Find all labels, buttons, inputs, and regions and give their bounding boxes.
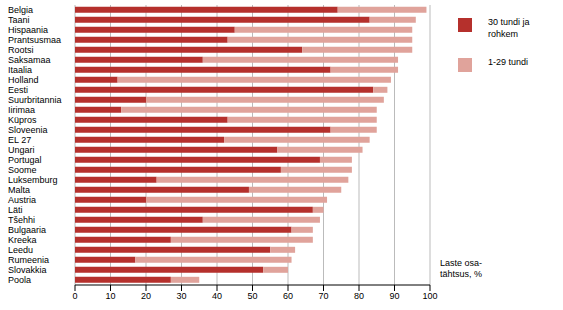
- svg-text:Iirimaa: Iirimaa: [8, 105, 35, 115]
- svg-text:Rumeenia: Rumeenia: [8, 255, 49, 265]
- svg-text:Läti: Läti: [8, 205, 23, 215]
- svg-text:Suurbritannia: Suurbritannia: [8, 95, 62, 105]
- svg-text:50: 50: [247, 291, 257, 301]
- svg-text:Eesti: Eesti: [8, 85, 28, 95]
- svg-text:Portugal: Portugal: [8, 155, 42, 165]
- svg-text:Küpros: Küpros: [8, 115, 37, 125]
- svg-text:Kreeka: Kreeka: [8, 235, 37, 245]
- svg-text:70: 70: [318, 291, 328, 301]
- html-text:tähtsus, %: tähtsus, %: [440, 269, 482, 279]
- svg-text:Hispaania: Hispaania: [8, 25, 48, 35]
- html-text:30 tundi ja rohkem: 30 tundi ja rohkem: [488, 17, 530, 39]
- svg-text:30: 30: [176, 291, 186, 301]
- svg-text:Poola: Poola: [8, 275, 31, 285]
- svg-text:Malta: Malta: [8, 185, 30, 195]
- svg-text:Leedu: Leedu: [8, 245, 33, 255]
- svg-text:Saksamaa: Saksamaa: [8, 55, 51, 65]
- svg-text:Tšehhi: Tšehhi: [8, 215, 35, 225]
- svg-text:100: 100: [422, 291, 437, 301]
- svg-text:Luksemburg: Luksemburg: [8, 175, 58, 185]
- svg-text:Itaalia: Itaalia: [8, 65, 32, 75]
- svg-text:Belgia: Belgia: [8, 5, 33, 15]
- html-text:Laste osa-: Laste osa-: [440, 258, 482, 268]
- svg-text:20: 20: [141, 291, 151, 301]
- svg-text:Taani: Taani: [8, 15, 30, 25]
- svg-text:Ungari: Ungari: [8, 145, 35, 155]
- svg-text:80: 80: [354, 291, 364, 301]
- svg-text:EL 27: EL 27: [8, 135, 31, 145]
- svg-text:Prantsusmaa: Prantsusmaa: [8, 35, 61, 45]
- svg-text:90: 90: [389, 291, 399, 301]
- html-text:1-29 tundi: 1-29 tundi: [488, 57, 528, 67]
- svg-text:Rootsi: Rootsi: [8, 45, 34, 55]
- svg-text:Austria: Austria: [8, 195, 36, 205]
- svg-text:40: 40: [212, 291, 222, 301]
- svg-text:Holland: Holland: [8, 75, 39, 85]
- svg-text:10: 10: [105, 291, 115, 301]
- svg-text:0: 0: [72, 291, 77, 301]
- svg-text:60: 60: [283, 291, 293, 301]
- svg-text:Bulgaaria: Bulgaaria: [8, 225, 46, 235]
- svg-text:Soome: Soome: [8, 165, 37, 175]
- svg-text:Sloveenia: Sloveenia: [8, 125, 48, 135]
- svg-text:Slovakkia: Slovakkia: [8, 265, 47, 275]
